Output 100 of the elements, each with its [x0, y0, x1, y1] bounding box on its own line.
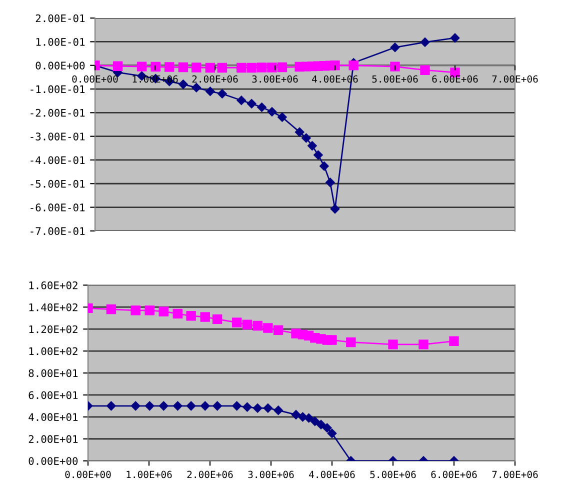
point — [390, 62, 400, 72]
y-tick-label: 1.40E+02 — [29, 303, 78, 312]
point — [252, 320, 262, 331]
point — [388, 340, 398, 350]
point — [327, 428, 337, 438]
y-tick-label: -7.00E-01 — [30, 227, 85, 236]
point — [232, 401, 242, 411]
point — [242, 402, 252, 412]
point — [242, 320, 252, 330]
y-tick-label: 6.00E+01 — [28, 391, 78, 400]
y-tick-label: 1.60E+02 — [29, 281, 78, 290]
point — [263, 404, 273, 413]
point — [218, 89, 227, 98]
point — [420, 65, 430, 75]
y-tick-label: 1.00E-01 — [36, 38, 85, 46]
x-tick-label: 7.00E+06 — [492, 75, 538, 83]
x-tick-label: 2.00E+06 — [192, 75, 238, 83]
x-tick-label: 5.00E+06 — [372, 75, 418, 83]
y-tick-label: 8.00E+01 — [28, 369, 78, 378]
x-tick-label: 0.00E+00 — [65, 470, 111, 478]
point — [274, 406, 283, 415]
point — [294, 127, 304, 137]
point — [302, 133, 311, 143]
point — [236, 96, 246, 105]
y-tick-label: 0.00E+00 — [28, 457, 78, 465]
point — [450, 33, 460, 43]
point — [236, 62, 246, 73]
point — [273, 325, 284, 336]
point — [246, 99, 256, 108]
point — [326, 178, 335, 188]
point — [144, 306, 154, 316]
point — [150, 62, 160, 72]
x-tick-label: 6.00E+06 — [432, 75, 478, 83]
point — [449, 336, 459, 346]
point — [267, 62, 277, 72]
point — [320, 161, 329, 171]
point — [173, 401, 182, 411]
point — [257, 102, 266, 112]
y-tick-label: -2.00E-01 — [30, 108, 85, 117]
x-tick-label: 4.00E+06 — [309, 470, 355, 478]
point — [246, 62, 256, 73]
point — [327, 335, 337, 345]
x-tick-label: 2.00E+06 — [187, 470, 233, 478]
y-tick-label: 1.20E+02 — [29, 325, 78, 334]
point — [144, 401, 154, 411]
point — [106, 401, 116, 411]
point — [136, 62, 147, 72]
point — [304, 413, 314, 423]
point — [186, 401, 196, 411]
point — [217, 62, 228, 73]
y-tick-label: 1.00E+02 — [29, 347, 78, 356]
point — [164, 62, 174, 72]
point — [186, 311, 196, 321]
y-tick-label: 0.00E+00 — [36, 62, 85, 70]
y-tick-label: -3.00E-01 — [30, 132, 85, 140]
y-tick-label: -1.00E-01 — [30, 85, 85, 94]
y-tick-label: 2.00E-01 — [36, 14, 85, 22]
point — [232, 318, 242, 328]
y-tick-label: 4.00E+01 — [28, 413, 78, 422]
point — [106, 304, 116, 314]
point — [200, 312, 210, 322]
point — [159, 401, 168, 411]
point — [252, 404, 262, 413]
y-tick-label: -6.00E-01 — [30, 204, 85, 212]
point — [212, 314, 222, 324]
point — [178, 80, 188, 89]
point — [192, 82, 202, 92]
point — [192, 62, 202, 72]
x-tick-label: 5.00E+06 — [370, 470, 416, 478]
y-tick-label: 2.00E+01 — [28, 435, 78, 444]
point — [112, 61, 123, 71]
point — [256, 62, 267, 72]
point — [130, 306, 140, 316]
x-tick-label: 3.00E+06 — [248, 470, 294, 478]
point — [178, 62, 188, 72]
point — [330, 204, 340, 214]
point — [206, 86, 215, 96]
point — [316, 420, 326, 430]
point — [298, 412, 308, 422]
point — [212, 401, 222, 411]
point — [322, 423, 332, 433]
point — [263, 323, 273, 333]
point — [420, 38, 430, 47]
x-tick-label: 6.00E+06 — [431, 470, 477, 478]
x-tick-label: 7.00E+06 — [492, 470, 538, 478]
y-tick-label: -4.00E-01 — [30, 156, 85, 164]
point — [291, 410, 301, 420]
point — [390, 42, 400, 52]
point — [310, 416, 320, 426]
x-tick-label: 0.00E+00 — [72, 75, 118, 83]
point — [267, 107, 277, 116]
point — [346, 337, 356, 348]
point — [200, 401, 210, 411]
point — [277, 62, 288, 72]
point — [130, 401, 140, 411]
point — [330, 60, 340, 70]
x-tick-label: 3.00E+06 — [252, 75, 298, 83]
point — [418, 340, 428, 350]
point — [205, 62, 216, 73]
x-tick-label: 1.00E+06 — [126, 470, 172, 478]
